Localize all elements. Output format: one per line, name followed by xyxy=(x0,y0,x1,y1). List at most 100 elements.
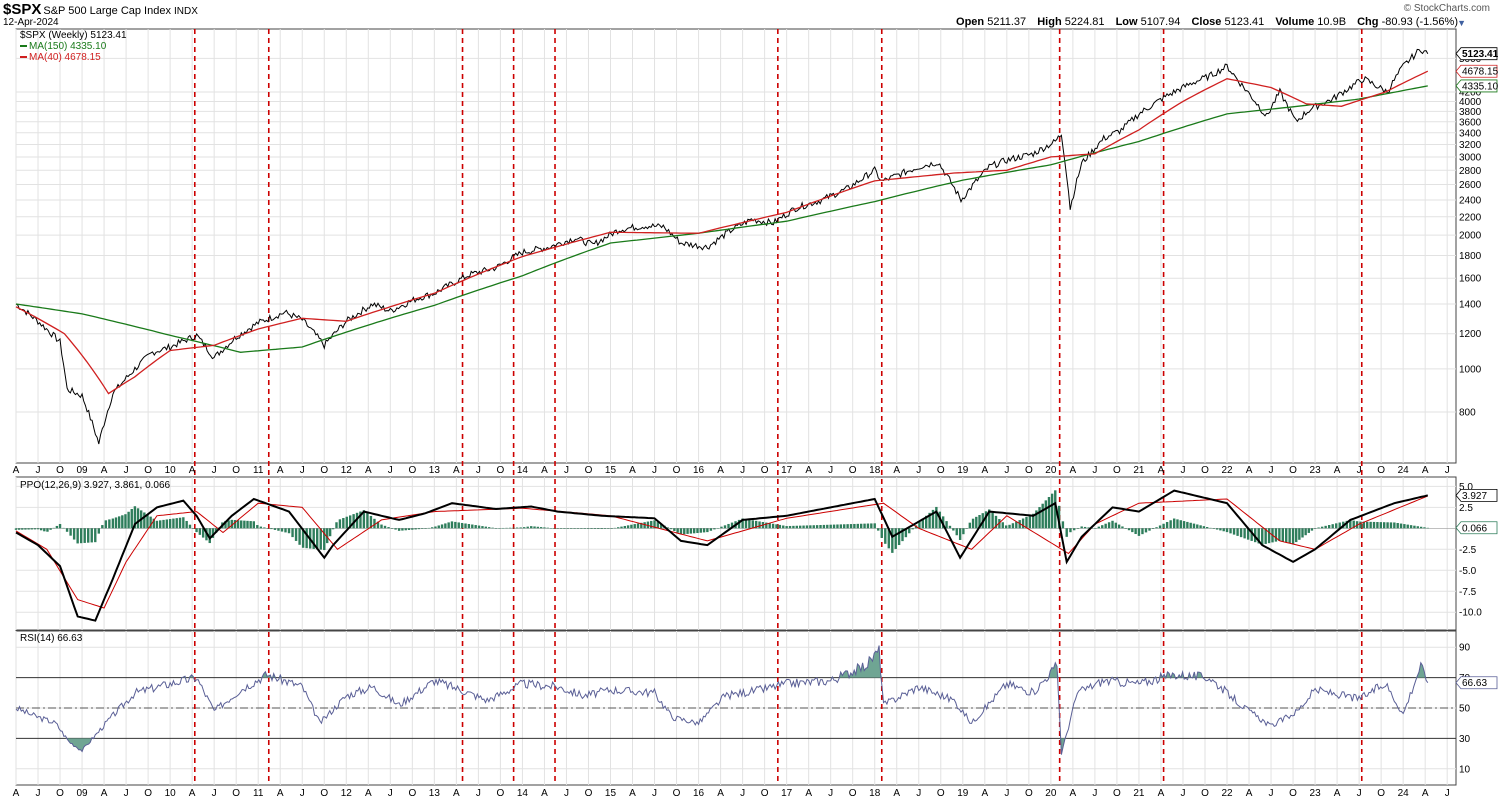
ppo-histogram-bar xyxy=(945,521,948,529)
ppo-histogram-bar xyxy=(894,528,897,549)
dropdown-arrow-icon[interactable]: ▼ xyxy=(1457,18,1466,28)
y-tick-label: 3200 xyxy=(1459,140,1482,151)
ppo-histogram-bar xyxy=(394,528,397,530)
ppo-histogram-bar xyxy=(316,528,319,550)
x-tick-label-bottom: J xyxy=(652,788,657,799)
x-tick-label: 11 xyxy=(253,465,264,476)
ppo-histogram-bar xyxy=(1416,526,1419,529)
x-tick-label: O xyxy=(673,465,681,476)
x-tick-label: A xyxy=(1422,465,1429,476)
ppo-histogram-bar xyxy=(440,524,444,529)
ppo-histogram-bar xyxy=(623,525,627,529)
x-tick-label-bottom: J xyxy=(388,788,393,799)
ppo-histogram-bar xyxy=(273,528,277,530)
ppo-marker: 3.927 xyxy=(1455,488,1498,502)
ppo-histogram-bar xyxy=(775,524,778,529)
ppo-histogram-bar xyxy=(165,519,169,529)
ppo-histogram-bar xyxy=(501,527,505,529)
x-tick-label-bottom: A xyxy=(805,788,812,799)
ppo-histogram-bar xyxy=(727,523,730,529)
ppo-histogram-bar xyxy=(519,527,522,529)
ppo-panel-frame xyxy=(15,476,1457,631)
ppo-histogram-bar xyxy=(1021,518,1025,529)
x-tick-label: J xyxy=(1269,465,1274,476)
ppo-histogram-bar xyxy=(1369,521,1372,529)
ppo-histogram-bar xyxy=(287,528,291,534)
ppo-histogram-bar xyxy=(512,527,515,529)
ppo-histogram-bar xyxy=(1131,528,1134,533)
ppo-histogram-bar xyxy=(1076,528,1080,529)
ppo-histogram-bar xyxy=(76,528,79,544)
ppo-histogram-bar xyxy=(962,528,965,535)
x-tick-label-bottom: O xyxy=(408,788,416,799)
ppo-histogram-bar xyxy=(1331,524,1334,529)
y-tick-label: 1200 xyxy=(1459,329,1482,340)
ppo-histogram-bar xyxy=(679,528,683,535)
ppo-histogram-bar xyxy=(1406,524,1409,529)
ppo-histogram-bar xyxy=(870,523,873,529)
ppo-histogram-bar xyxy=(175,518,178,529)
ppo-histogram-bar xyxy=(709,528,713,531)
ppo-histogram-bar xyxy=(758,521,761,529)
ppo-histogram-bar xyxy=(1179,520,1182,529)
ppo-histogram-bar xyxy=(1101,525,1104,529)
x-tick-label: O xyxy=(232,465,240,476)
ppo-histogram-bar xyxy=(155,520,159,529)
ppo-histogram-bar xyxy=(494,528,498,529)
ppo-histogram-bar xyxy=(1065,528,1068,537)
y-tick-label: 10 xyxy=(1459,764,1471,775)
x-tick-label: A xyxy=(541,465,548,476)
ppo-histogram-bar xyxy=(1189,522,1192,529)
ppo-histogram-bar xyxy=(454,521,457,529)
x-tick-label: J xyxy=(1357,465,1362,476)
ppo-histogram-bar xyxy=(590,528,593,529)
ppo-histogram-bar xyxy=(839,524,843,529)
x-tick-label-bottom: J xyxy=(916,788,921,799)
ma150-marker: 4335.10 xyxy=(1455,79,1499,92)
y-tick-label: 5.0 xyxy=(1459,482,1473,493)
ppo-histogram-bar xyxy=(1219,528,1222,531)
ppo-histogram-bar xyxy=(1386,522,1389,529)
ppo-histogram-bar xyxy=(826,524,829,529)
ppo-histogram-bar xyxy=(407,528,411,531)
x-tick-label: 12 xyxy=(341,465,353,476)
ppo-histogram-bar xyxy=(188,524,192,529)
ppo-histogram-bar xyxy=(935,506,938,529)
x-tick-label: 23 xyxy=(1310,465,1322,476)
ppo-histogram-bar xyxy=(1362,521,1366,529)
ppo-histogram-bar xyxy=(1403,524,1406,529)
y-tick-label: -5.0 xyxy=(1459,566,1477,577)
ppo-histogram-bar xyxy=(1165,521,1169,529)
price-legend: $SPX (Weekly) 5123.41 xyxy=(20,30,127,41)
x-tick-label: J xyxy=(124,465,129,476)
x-tick-label-bottom: O xyxy=(849,788,857,799)
x-tick-label: 20 xyxy=(1045,465,1057,476)
rsi-marker-box xyxy=(1455,676,1498,690)
ppo-histogram-bar xyxy=(83,528,86,543)
brand-watermark: © StockCharts.com xyxy=(1403,3,1490,14)
symbol[interactable]: $SPX xyxy=(3,1,42,18)
ppo-histogram-bar xyxy=(798,525,802,529)
ppo-histogram-bar xyxy=(549,528,553,529)
x-tick-label: J xyxy=(212,465,217,476)
ppo-histogram-bar xyxy=(146,514,149,529)
x-tick-label-bottom: O xyxy=(1377,788,1385,799)
ppo-histogram-bar xyxy=(998,519,1001,529)
ppo-histogram-bar xyxy=(488,527,491,529)
x-tick-label-bottom: 11 xyxy=(253,788,264,799)
x-tick-label: A xyxy=(805,465,812,476)
x-tick-label-bottom: A xyxy=(1070,788,1077,799)
ppo-histogram-bar xyxy=(252,521,255,529)
y-tick-label: -10.0 xyxy=(1459,608,1482,619)
x-tick-label: J xyxy=(300,465,305,476)
x-tick-label: 09 xyxy=(76,465,88,476)
ppo-histogram-bar xyxy=(1176,519,1179,529)
ppo-hist-marker: 0.066 xyxy=(1455,521,1498,534)
ppo-histogram-bar xyxy=(1295,528,1298,543)
x-tick-label: O xyxy=(408,465,416,476)
ppo-histogram-bar xyxy=(477,525,481,529)
ppo-histogram-bar xyxy=(36,528,40,530)
ppo-histogram-bar xyxy=(1104,523,1107,529)
low-label: Low xyxy=(1115,16,1138,28)
ppo-histogram-bar xyxy=(1111,520,1114,529)
